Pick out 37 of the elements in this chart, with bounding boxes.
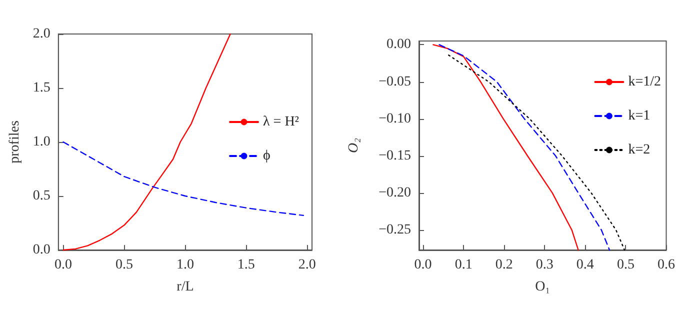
line-series: [62, 141, 304, 216]
line-series: [438, 44, 610, 251]
y-tick-label: −0.05: [378, 74, 411, 90]
line-series: [62, 33, 231, 251]
y-tick-label: 0.5: [32, 188, 50, 204]
x-axis-title: O₁: [535, 280, 550, 294]
x-tick-label: 0.5: [115, 258, 133, 272]
y-axis-title: profiles: [8, 120, 22, 164]
line-series: [448, 54, 626, 251]
y-tick-label: 0.00: [386, 37, 411, 52]
line-series: [432, 44, 579, 251]
x-tick-label: 0.5: [616, 258, 634, 272]
x-tick-label: 0.1: [454, 258, 472, 272]
y-tick-label: −0.15: [378, 148, 411, 164]
legend-label: k=2: [628, 142, 650, 158]
y-tick-label: −0.25: [378, 222, 411, 238]
y-axis-title: O₂: [346, 138, 362, 153]
x-tick-label: 0.2: [495, 258, 513, 272]
x-tick-label: 2.0: [298, 258, 316, 272]
y-tick-label: −0.10: [378, 111, 411, 126]
legend-label: k=1/2: [628, 74, 662, 90]
y-tick-label: 2.0: [32, 26, 50, 42]
x-tick-label: 0.3: [536, 258, 554, 272]
y-tick-label: 0.0: [32, 242, 50, 258]
x-tick-label: 0.4: [576, 258, 594, 272]
x-tick-label: 0.6: [658, 258, 675, 272]
y-tick-label: 1.5: [32, 80, 50, 96]
x-tick-label: 0.0: [414, 258, 432, 272]
x-axis-title: r/L: [176, 280, 194, 294]
legend-label: λ = H²: [263, 114, 300, 130]
legend-label: ϕ: [263, 148, 270, 164]
x-tick-label: 1.5: [237, 258, 255, 272]
y-tick-label: −0.20: [378, 185, 411, 200]
x-tick-label: 1.0: [176, 258, 194, 272]
legend-label: k=1: [628, 108, 650, 124]
x-tick-label: 0.0: [54, 258, 72, 272]
y-tick-label: 1.0: [32, 134, 50, 150]
